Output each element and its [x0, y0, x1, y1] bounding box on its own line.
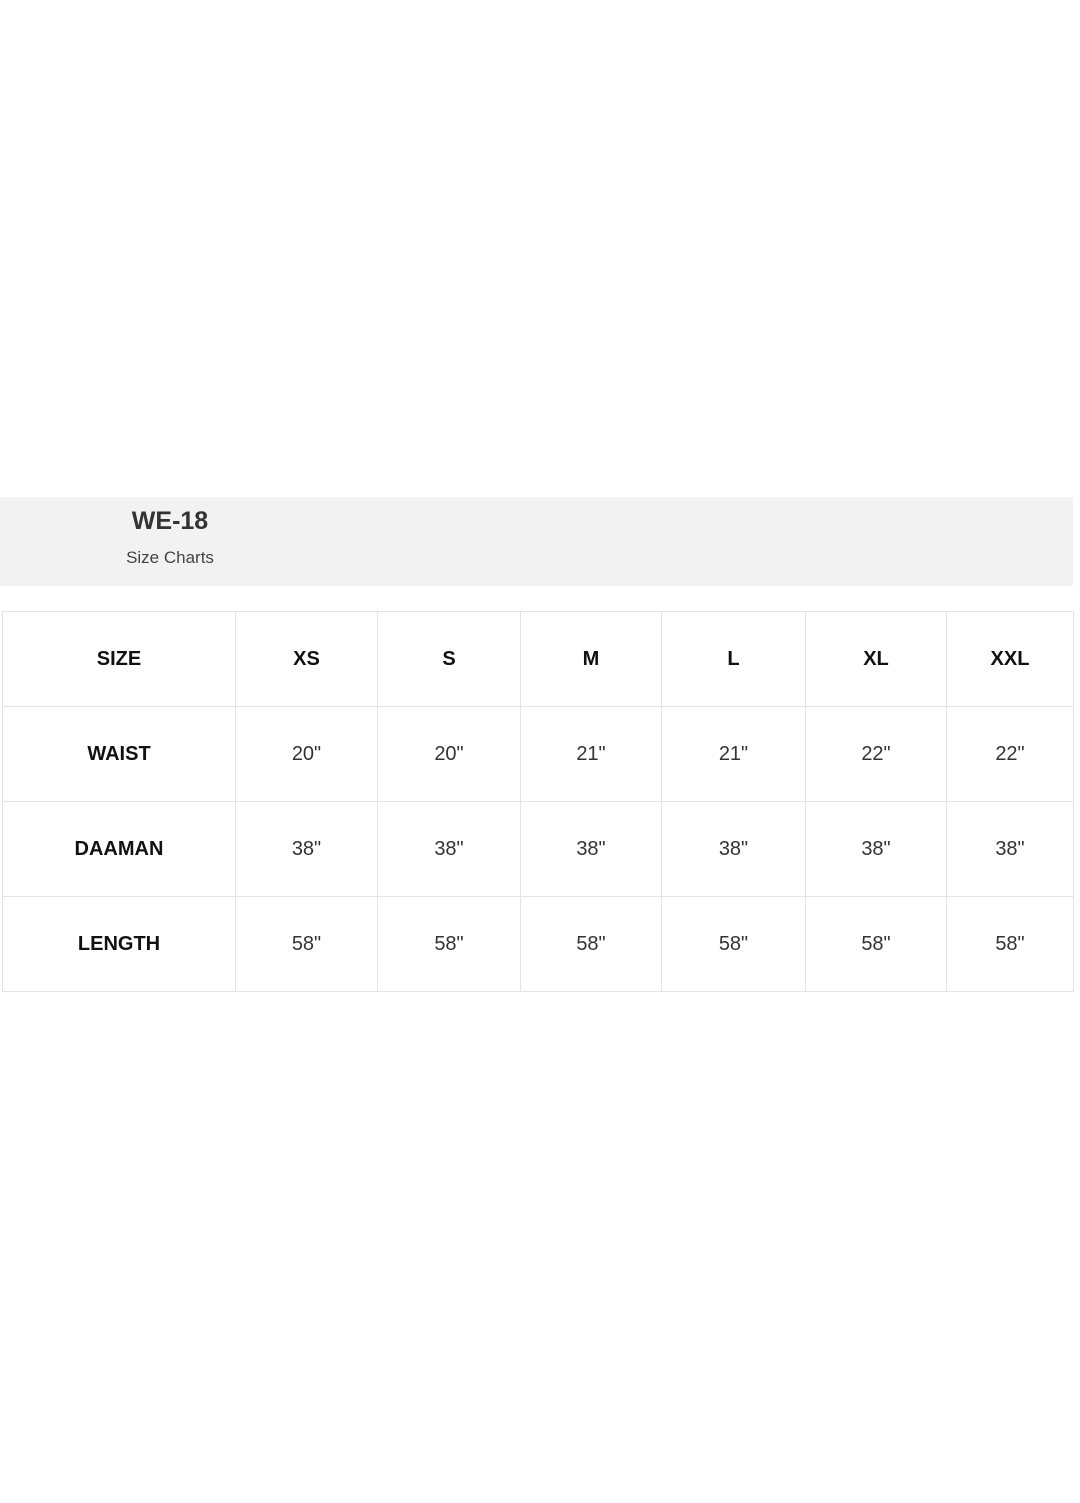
- column-header: XL: [805, 611, 947, 707]
- table-row: LENGTH 58" 58" 58" 58" 58" 58": [2, 896, 1074, 992]
- table-cell: 20": [377, 706, 521, 802]
- table-cell: 58": [520, 896, 662, 992]
- table-cell: 38": [661, 801, 806, 897]
- column-header: L: [661, 611, 806, 707]
- table-cell: 22": [946, 706, 1074, 802]
- table-row: WAIST 20" 20" 21" 21" 22" 22": [2, 706, 1074, 802]
- table-cell: 38": [805, 801, 947, 897]
- table-cell: 58": [377, 896, 521, 992]
- table-cell: 21": [520, 706, 662, 802]
- table-cell: 22": [805, 706, 947, 802]
- table-cell: 58": [235, 896, 378, 992]
- page-title: WE-18: [131, 507, 209, 535]
- column-header: XXL: [946, 611, 1074, 707]
- header-band: [0, 497, 1073, 586]
- table-cell: 20": [235, 706, 378, 802]
- column-header: S: [377, 611, 521, 707]
- table-cell: 58": [661, 896, 806, 992]
- page-subtitle: Size Charts: [126, 548, 214, 567]
- table-cell: 38": [235, 801, 378, 897]
- table-cell: 58": [805, 896, 947, 992]
- table-cell: 21": [661, 706, 806, 802]
- row-label: DAAMAN: [2, 801, 236, 897]
- table-header-row: SIZE XS S M L XL XXL: [2, 611, 1074, 707]
- column-header: SIZE: [2, 611, 236, 707]
- size-chart-table: SIZE XS S M L XL XXL WAIST 20" 20" 21" 21" 22" 22" DAA…: [2, 611, 1074, 992]
- table-cell: 38": [946, 801, 1074, 897]
- table-row: DAAMAN 38" 38" 38" 38" 38" 38": [2, 801, 1074, 897]
- column-header: M: [520, 611, 662, 707]
- table-cell: 38": [520, 801, 662, 897]
- row-label: LENGTH: [2, 896, 236, 992]
- row-label: WAIST: [2, 706, 236, 802]
- table-cell: 58": [946, 896, 1074, 992]
- column-header: XS: [235, 611, 378, 707]
- table-cell: 38": [377, 801, 521, 897]
